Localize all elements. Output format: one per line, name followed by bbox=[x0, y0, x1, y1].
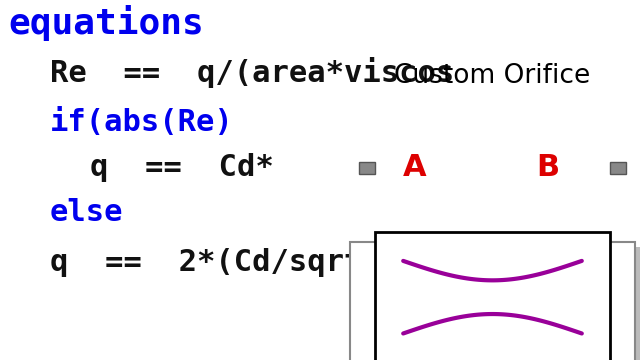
Bar bbox=[359, 162, 375, 174]
Text: q  ==  2*(Cd/sqrt(Re: q == 2*(Cd/sqrt(Re bbox=[50, 248, 417, 277]
Bar bbox=[610, 162, 626, 174]
Bar bbox=[355, 247, 640, 360]
Text: Custom Orifice: Custom Orifice bbox=[394, 63, 590, 89]
Text: Re  ==  q/(area*viscos: Re == q/(area*viscos bbox=[50, 57, 454, 88]
Bar bbox=[350, 242, 635, 360]
Text: if(abs(Re): if(abs(Re) bbox=[50, 108, 234, 137]
Text: else: else bbox=[50, 198, 124, 227]
Bar bbox=[375, 232, 610, 360]
Text: B: B bbox=[536, 153, 559, 182]
Text: A: A bbox=[403, 153, 427, 182]
Text: equations: equations bbox=[8, 5, 204, 41]
Text: q  ==  Cd*: q == Cd* bbox=[90, 153, 274, 182]
